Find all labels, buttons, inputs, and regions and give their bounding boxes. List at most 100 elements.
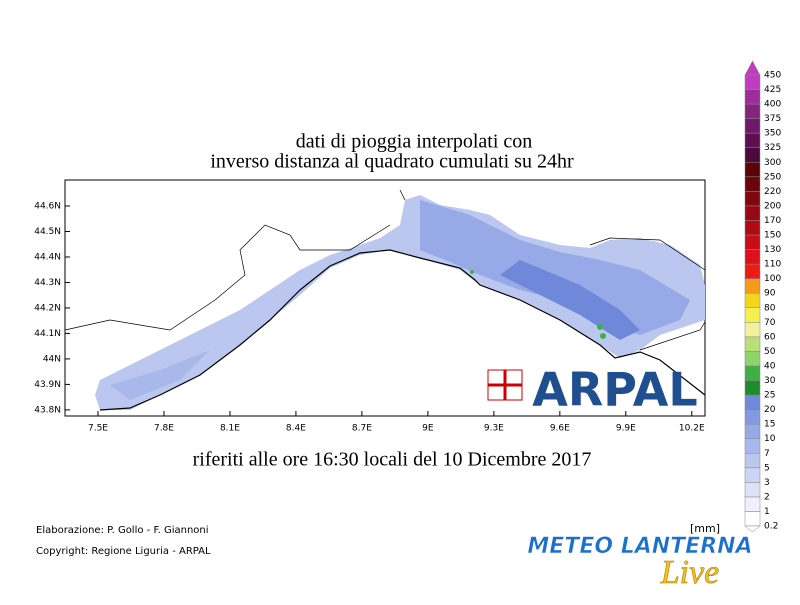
- brand-script: Live: [660, 554, 720, 591]
- title-line: dati di pioggia interpolati con: [296, 131, 533, 153]
- colorbar-label: 15: [764, 420, 775, 430]
- y-tick-label: 43.8N: [34, 405, 61, 415]
- x-tick-label: 7.8E: [154, 424, 174, 434]
- rain-area: [500, 260, 640, 340]
- colorbar-box: [744, 278, 761, 294]
- rain-spot: [597, 324, 603, 330]
- y-tick-label: 44.6N: [34, 201, 61, 211]
- colorbar-label: 130: [764, 245, 781, 255]
- colorbar-label: 200: [764, 201, 781, 211]
- y-tick-label: 44N: [43, 354, 61, 364]
- x-tick-label: 8.4E: [286, 424, 306, 434]
- colorbar-box: [744, 365, 761, 381]
- colorbar-box: [744, 132, 761, 148]
- colorbar-label: 170: [764, 216, 781, 226]
- colorbar-label: 100: [764, 274, 781, 284]
- colorbar-label: 400: [764, 100, 781, 110]
- colorbar-label: 325: [764, 143, 781, 153]
- colorbar-box: [744, 307, 761, 323]
- colorbar-label: 150: [764, 231, 781, 241]
- colorbar-label: 70: [764, 318, 776, 328]
- colorbar-label: 110: [764, 260, 781, 270]
- colorbar-label: 450: [764, 70, 781, 80]
- colorbar-label: 60: [764, 332, 776, 342]
- colorbar-label: 3: [764, 478, 770, 488]
- x-tick-label: 8.7E: [352, 424, 372, 434]
- colorbar-label: 40: [764, 361, 776, 371]
- colorbar-box: [744, 511, 761, 527]
- colorbar-label: 375: [764, 114, 781, 124]
- colorbar-label: 220: [764, 187, 781, 197]
- colorbar-box: [744, 263, 761, 279]
- colorbar-box: [744, 394, 761, 410]
- colorbar-box: [744, 423, 761, 439]
- colorbar-label: 250: [764, 172, 781, 182]
- y-tick-label: 44.1N: [34, 329, 61, 339]
- arpal-logo: ARPAL: [487, 363, 698, 417]
- y-tick-label: 44.2N: [34, 303, 61, 313]
- colorbar-label: 20: [764, 405, 776, 415]
- x-tick-label: 9.6E: [550, 424, 570, 434]
- colorbar-box: [744, 103, 761, 119]
- colorbar-box: [744, 74, 761, 90]
- colorbar-box: [744, 409, 761, 425]
- colorbar-label: 25: [764, 391, 775, 401]
- colorbar-label: 2: [764, 492, 770, 502]
- colorbar-box: [744, 89, 761, 105]
- rain-area: [110, 350, 210, 400]
- colorbar-box: [744, 351, 761, 367]
- coastline: [99, 249, 706, 411]
- y-tick-label: 44.4N: [34, 252, 61, 262]
- brand-text: METEO LANTERNA: [527, 534, 752, 559]
- y-tick-label: 43.9N: [34, 380, 61, 390]
- colorbar-label: 5: [764, 463, 770, 473]
- colorbar-box: [744, 176, 761, 192]
- y-tick-label: 44.3N: [34, 278, 61, 288]
- colorbar-label: 10: [764, 434, 776, 444]
- colorbar-box: [744, 292, 761, 309]
- colorbar-box: [744, 453, 761, 469]
- x-tick-label: 9.9E: [616, 424, 636, 434]
- colorbar-box: [744, 234, 761, 250]
- colorbar-arrow: [744, 60, 761, 76]
- colorbar-box: [744, 191, 761, 207]
- x-tick-label: 7.5E: [88, 424, 108, 434]
- colorbar-box: [744, 482, 761, 498]
- colorbar-arrow: [744, 525, 761, 533]
- colorbar-box: [744, 205, 761, 221]
- rain-field: [95, 195, 705, 410]
- colorbar-box: [744, 438, 761, 454]
- x-tick-label: 9.3E: [484, 424, 504, 434]
- logo-text: ARPAL: [532, 363, 697, 417]
- colorbar-label: 300: [764, 158, 781, 168]
- colorbar-box: [744, 496, 761, 512]
- colorbar-box: [744, 249, 761, 265]
- colorbar-box: [744, 336, 761, 352]
- rain-spot: [470, 270, 474, 274]
- colorbar-box: [744, 322, 761, 338]
- colorbar-label: 350: [764, 129, 781, 139]
- colorbar-label: 30: [764, 376, 776, 386]
- x-tick-label: 8.1E: [220, 424, 240, 434]
- x-tick-label: 9E: [422, 424, 434, 434]
- colorbar-box: [744, 220, 761, 236]
- colorbar-unit: [mm]: [690, 522, 720, 535]
- colorbar-label: 7: [764, 449, 770, 459]
- subtitle: riferiti alle ore 16:30 locali del 10 Di…: [193, 449, 592, 471]
- colorbar-box: [744, 467, 761, 483]
- rain-area: [95, 195, 705, 410]
- colorbar-box: [744, 118, 761, 134]
- colorbar-label: 80: [764, 303, 776, 313]
- footer-text: Copyright: Regione Liguria - ARPAL: [36, 546, 211, 557]
- colorbar-box: [744, 147, 761, 163]
- title-line: inverso distanza al quadrato cumulati su…: [210, 151, 574, 173]
- colorbar-label: 1: [764, 507, 770, 517]
- colorbar-label: 425: [764, 85, 781, 95]
- x-tick-label: 10.2E: [679, 424, 705, 434]
- rain-area: [420, 200, 690, 335]
- footer-text: Elaborazione: P. Gollo - F. Giannoni: [36, 525, 209, 536]
- rain-spot: [600, 333, 606, 339]
- colorbar-label: 0.2: [764, 522, 778, 532]
- colorbar-label: 50: [764, 347, 776, 357]
